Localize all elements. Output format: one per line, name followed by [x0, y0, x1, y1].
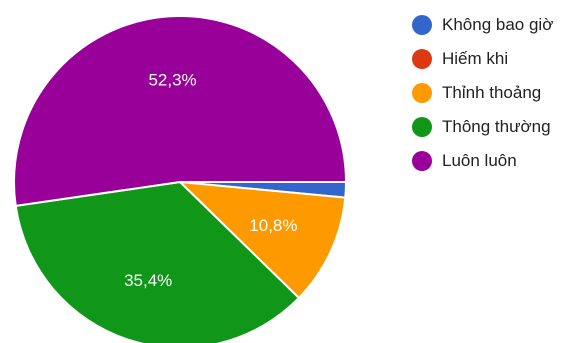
pie-slice-2	[177, 180, 347, 300]
legend-swatch-1	[412, 49, 432, 69]
legend-item-3: Thông thường	[412, 110, 553, 144]
legend-label-0: Không bao giờ	[442, 15, 554, 34]
legend-swatch-4	[412, 151, 432, 171]
legend-label-3: Thông thường	[442, 117, 551, 136]
legend-label-2: Thỉnh thoảng	[442, 83, 542, 102]
slice-label-2: 10,8%	[249, 216, 297, 235]
legend-item-1: Hiếm khi	[412, 42, 553, 76]
legend-label-4: Luôn luôn	[442, 151, 517, 170]
legend-swatch-0	[412, 15, 432, 35]
legend: Không bao giờ Hiếm khi Thỉnh thoảng Thông t…	[412, 8, 553, 178]
legend-label-1: Hiếm khi	[442, 49, 509, 68]
slice-label-4: 52,3%	[148, 70, 196, 89]
legend-item-2: Thỉnh thoảng	[412, 76, 553, 110]
pie-slice-4	[13, 15, 348, 208]
pie-slice-3	[14, 180, 301, 343]
pie-chart: 10,8% 35,4% 52,3%	[13, 15, 348, 343]
slice-label-3: 35,4%	[124, 271, 172, 290]
legend-swatch-3	[412, 117, 432, 137]
legend-item-4: Luôn luôn	[412, 144, 553, 178]
legend-swatch-2	[412, 83, 432, 103]
legend-item-0: Không bao giờ	[412, 8, 553, 42]
